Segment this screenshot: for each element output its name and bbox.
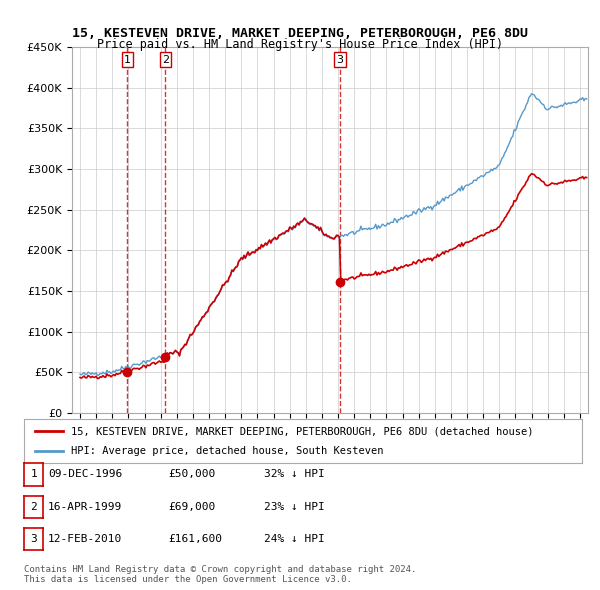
Text: 16-APR-1999: 16-APR-1999	[48, 502, 122, 512]
Text: HPI: Average price, detached house, South Kesteven: HPI: Average price, detached house, Sout…	[71, 446, 384, 455]
Text: 24% ↓ HPI: 24% ↓ HPI	[264, 535, 325, 544]
Text: £69,000: £69,000	[168, 502, 215, 512]
Text: 09-DEC-1996: 09-DEC-1996	[48, 470, 122, 479]
Text: 23% ↓ HPI: 23% ↓ HPI	[264, 502, 325, 512]
Text: 15, KESTEVEN DRIVE, MARKET DEEPING, PETERBOROUGH, PE6 8DU (detached house): 15, KESTEVEN DRIVE, MARKET DEEPING, PETE…	[71, 427, 534, 436]
Text: 32% ↓ HPI: 32% ↓ HPI	[264, 470, 325, 479]
Text: 2: 2	[30, 502, 37, 512]
Text: 3: 3	[337, 54, 343, 64]
Text: 2: 2	[162, 54, 169, 64]
Text: Price paid vs. HM Land Registry's House Price Index (HPI): Price paid vs. HM Land Registry's House …	[97, 38, 503, 51]
Text: 1: 1	[124, 54, 131, 64]
Text: £50,000: £50,000	[168, 470, 215, 479]
Text: £161,600: £161,600	[168, 535, 222, 544]
Text: 3: 3	[30, 535, 37, 544]
Text: 15, KESTEVEN DRIVE, MARKET DEEPING, PETERBOROUGH, PE6 8DU: 15, KESTEVEN DRIVE, MARKET DEEPING, PETE…	[72, 27, 528, 40]
Text: 1: 1	[30, 470, 37, 479]
Text: Contains HM Land Registry data © Crown copyright and database right 2024.
This d: Contains HM Land Registry data © Crown c…	[24, 565, 416, 584]
Bar	[72, 47, 83, 413]
Text: 12-FEB-2010: 12-FEB-2010	[48, 535, 122, 544]
